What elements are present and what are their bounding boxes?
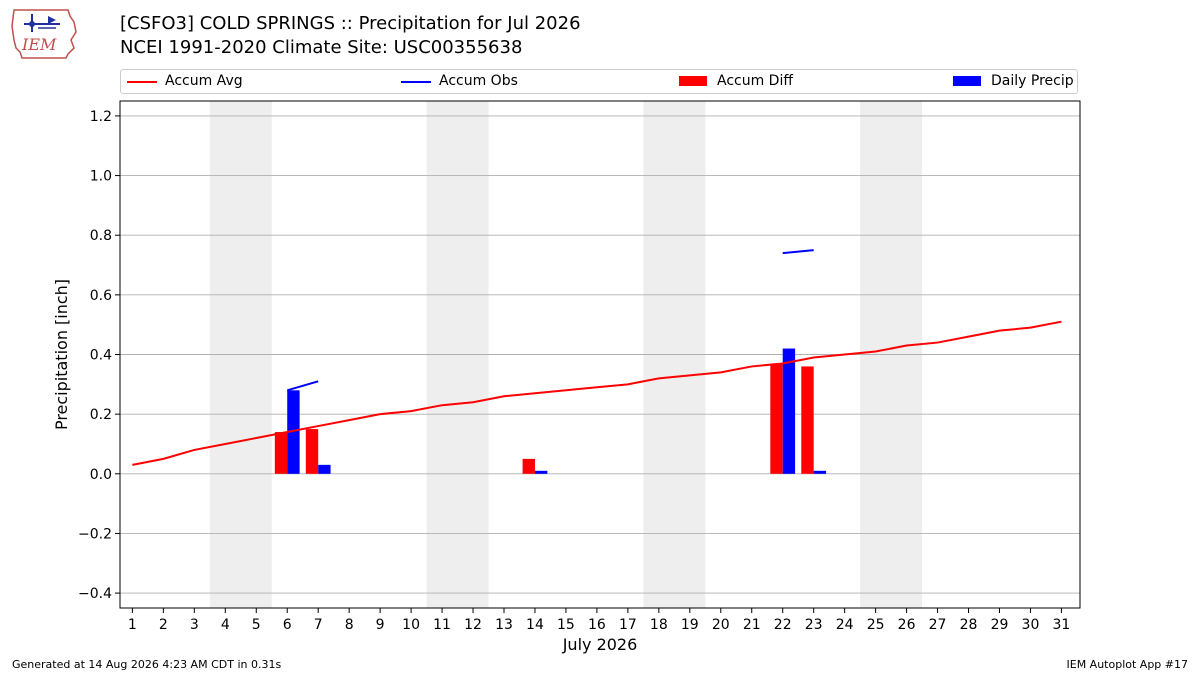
legend-swatch-accum-obs xyxy=(401,81,431,83)
x-tick-label: 7 xyxy=(314,617,323,633)
x-tick-label: 20 xyxy=(712,617,730,633)
legend-swatch-daily-precip xyxy=(953,76,981,86)
legend: Accum Avg Accum Obs Accum Diff Daily Pre… xyxy=(120,69,1078,94)
x-tick-label: 24 xyxy=(836,617,854,633)
accum-obs-line xyxy=(286,380,319,392)
accum-obs-line xyxy=(782,249,814,255)
x-tick-label: 19 xyxy=(681,617,699,633)
x-tick-label: 25 xyxy=(867,617,885,633)
x-tick-label: 26 xyxy=(898,617,916,633)
x-tick-label: 23 xyxy=(805,617,823,633)
daily-precip-bar xyxy=(318,464,331,474)
daily-precip-bar xyxy=(813,470,827,474)
y-tick-label: −0.4 xyxy=(78,586,112,602)
x-tick-label: 5 xyxy=(252,617,261,633)
legend-label-accum-avg: Accum Avg xyxy=(165,73,243,89)
x-tick-label: 16 xyxy=(588,617,606,633)
x-tick-label: 15 xyxy=(557,617,575,633)
x-tick-label: 21 xyxy=(743,617,761,633)
legend-swatch-accum-diff xyxy=(679,76,707,86)
generated-timestamp: Generated at 14 Aug 2026 4:23 AM CDT in … xyxy=(12,658,282,671)
x-tick-label: 11 xyxy=(433,617,451,633)
x-tick-label: 2 xyxy=(159,617,168,633)
daily-precip-bar xyxy=(782,348,796,474)
y-tick-label: 0.2 xyxy=(90,407,112,423)
accum-diff-bar xyxy=(305,429,319,474)
x-tick-label: 13 xyxy=(495,617,513,633)
y-tick-label: 1.0 xyxy=(90,169,112,185)
app-credit: IEM Autoplot App #17 xyxy=(1066,658,1189,671)
y-tick-label: −0.2 xyxy=(78,526,112,542)
legend-swatch-accum-avg xyxy=(127,81,157,83)
x-tick-label: 9 xyxy=(376,617,385,633)
x-tick-label: 10 xyxy=(402,617,420,633)
legend-label-daily-precip: Daily Precip xyxy=(991,73,1074,89)
y-tick-label: 0.0 xyxy=(90,467,112,483)
y-axis-label: Precipitation [inch] xyxy=(52,279,71,430)
x-tick-label: 30 xyxy=(1022,617,1040,633)
accum-diff-bar xyxy=(522,458,535,474)
x-tick-label: 4 xyxy=(221,617,230,633)
y-tick-label: 1.2 xyxy=(90,109,112,125)
y-tick-label: 0.6 xyxy=(90,288,112,304)
x-tick-label: 12 xyxy=(464,617,482,633)
x-tick-label: 27 xyxy=(929,617,947,633)
y-tick-label: 0.8 xyxy=(90,228,112,244)
svg-text:IEM: IEM xyxy=(21,35,57,54)
x-tick-label: 6 xyxy=(283,617,292,633)
x-axis-label: July 2026 xyxy=(562,635,638,654)
x-tick-label: 14 xyxy=(526,617,544,633)
accum-diff-bar xyxy=(274,432,288,474)
x-tick-label: 22 xyxy=(774,617,792,633)
chart-subtitle: NCEI 1991-2020 Climate Site: USC00355638 xyxy=(120,37,523,58)
legend-label-accum-diff: Accum Diff xyxy=(717,73,794,89)
daily-precip-bar xyxy=(534,470,548,474)
accum-diff-bar xyxy=(770,363,783,474)
daily-precip-bar xyxy=(287,390,300,474)
y-tick-label: 0.4 xyxy=(90,348,112,364)
x-tick-label: 8 xyxy=(345,617,354,633)
x-tick-label: 17 xyxy=(619,617,637,633)
legend-label-accum-obs: Accum Obs xyxy=(439,73,518,89)
chart-title: [CSFO3] COLD SPRINGS :: Precipitation fo… xyxy=(120,13,581,34)
x-tick-label: 18 xyxy=(650,617,668,633)
accum-diff-bar xyxy=(801,366,814,474)
iem-logo: IEM xyxy=(11,9,77,59)
plot-frame xyxy=(119,100,1081,609)
x-tick-label: 29 xyxy=(991,617,1009,633)
x-tick-label: 28 xyxy=(960,617,978,633)
x-tick-label: 1 xyxy=(128,617,137,633)
x-tick-label: 31 xyxy=(1053,617,1071,633)
x-tick-label: 3 xyxy=(190,617,199,633)
accum-avg-line xyxy=(132,320,1062,466)
